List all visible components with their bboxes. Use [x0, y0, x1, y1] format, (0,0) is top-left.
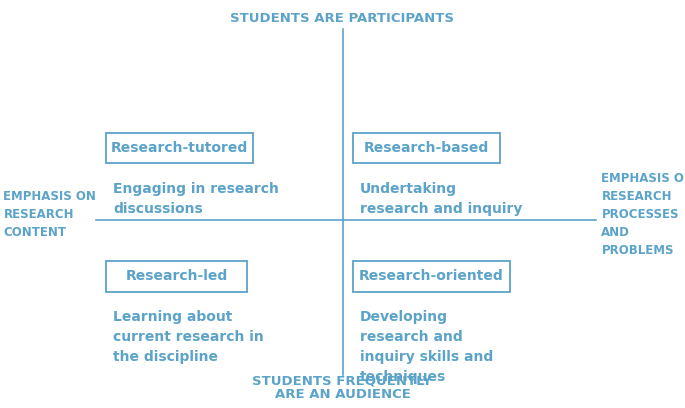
Text: Research-tutored: Research-tutored	[111, 141, 249, 155]
FancyBboxPatch shape	[106, 261, 247, 292]
Text: EMPHASIS ON
RESEARCH
PROCESSES
AND
PROBLEMS: EMPHASIS ON RESEARCH PROCESSES AND PROBL…	[601, 172, 685, 257]
FancyBboxPatch shape	[106, 133, 253, 163]
FancyBboxPatch shape	[353, 261, 510, 292]
Text: STUDENTS ARE PARTICIPANTS: STUDENTS ARE PARTICIPANTS	[230, 12, 455, 25]
Text: Learning about
current research in
the discipline: Learning about current research in the d…	[113, 310, 264, 364]
Text: ARE AN AUDIENCE: ARE AN AUDIENCE	[275, 388, 410, 401]
Text: EMPHASIS ON
RESEARCH
CONTENT: EMPHASIS ON RESEARCH CONTENT	[3, 190, 97, 239]
Text: Research-led: Research-led	[125, 269, 227, 284]
FancyBboxPatch shape	[353, 133, 500, 163]
Text: STUDENTS FREQUENTLY: STUDENTS FREQUENTLY	[253, 375, 432, 388]
Text: Research-based: Research-based	[364, 141, 489, 155]
Text: Developing
research and
inquiry skills and
techniques: Developing research and inquiry skills a…	[360, 310, 493, 384]
Text: Undertaking
research and inquiry: Undertaking research and inquiry	[360, 182, 522, 215]
Text: Engaging in research
discussions: Engaging in research discussions	[113, 182, 279, 215]
Text: Research-oriented: Research-oriented	[359, 269, 504, 284]
